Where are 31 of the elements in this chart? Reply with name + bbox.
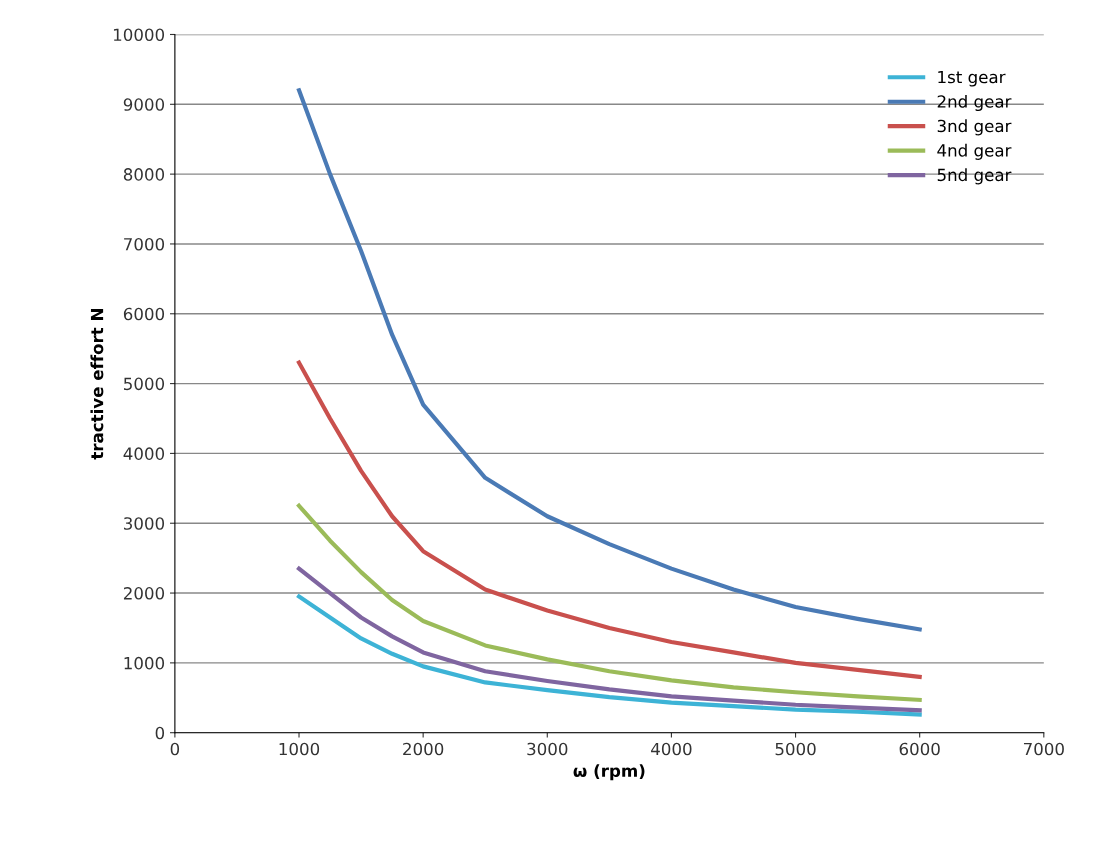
legend-label: 3nd gear xyxy=(937,119,1012,136)
legend-label: 1st gear xyxy=(938,70,1006,87)
x-tick-label: 1000 xyxy=(279,742,320,756)
x-axis-title: ω (rpm) xyxy=(573,764,645,781)
x-tick-label: 3000 xyxy=(527,742,568,756)
line-series xyxy=(296,566,922,713)
y-tick-label: 2000 xyxy=(123,587,165,600)
y-tick-label: 8000 xyxy=(123,168,165,181)
x-tick-label: 4000 xyxy=(651,742,692,756)
y-tick-label: 9000 xyxy=(123,98,165,111)
x-tick-label: 0 xyxy=(170,742,180,756)
legend-label: 4nd gear xyxy=(937,143,1012,160)
legend-label: 2nd gear xyxy=(937,94,1012,112)
x-tick-label: 5000 xyxy=(775,742,816,756)
y-tick-label: 10000 xyxy=(113,28,165,42)
line-series xyxy=(296,503,922,702)
x-tick-label: 2000 xyxy=(403,742,444,756)
y-tick-label: 4000 xyxy=(123,447,165,460)
line-series xyxy=(296,88,922,632)
y-tick-label: 0 xyxy=(155,726,165,740)
legend-label: 5nd gear xyxy=(937,168,1012,185)
y-tick-label: 5000 xyxy=(124,377,165,391)
y-tick-label: 1000 xyxy=(124,656,165,670)
y-axis-title: tractive effort N xyxy=(90,309,104,460)
y-tick-label: 7000 xyxy=(124,237,165,251)
y-tick-label: 3000 xyxy=(124,517,165,530)
x-tick-label: 6000 xyxy=(899,742,940,756)
line-series xyxy=(296,360,922,679)
y-tick-label: 6000 xyxy=(123,307,165,321)
x-tick-label: 7000 xyxy=(1023,742,1064,756)
line-series xyxy=(296,594,922,717)
